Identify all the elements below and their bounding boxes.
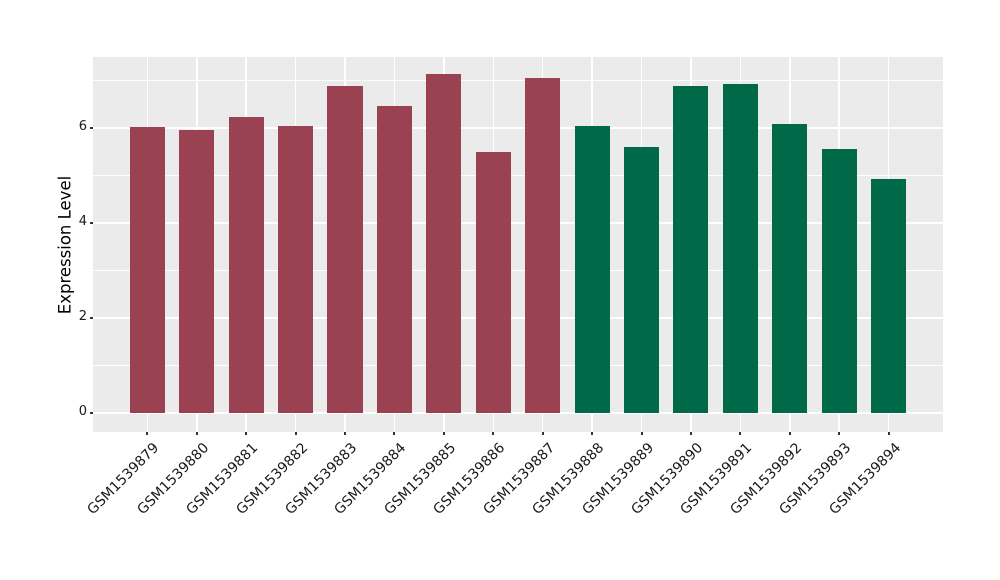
x-tick-mark [245,432,248,435]
y-tick-label: 6 [78,119,87,135]
x-tick-label: GSM1539886 [430,440,509,518]
x-tick-label: GSM1539889 [578,440,657,518]
y-tick-label: 2 [78,309,87,325]
bar [376,106,412,413]
x-tick-label: GSM1539881 [183,440,262,518]
x-tick-mark [541,432,544,435]
bar [821,148,857,413]
x-tick-mark [492,432,495,435]
bar [673,86,709,413]
major-gridline [93,222,943,224]
major-gridline [93,412,943,414]
minor-gridline [93,80,943,82]
x-tick-mark [887,432,890,435]
bar [871,179,907,413]
bar [278,126,314,413]
x-tick-label: GSM1539884 [331,440,410,518]
bar [772,124,808,413]
bar [574,125,610,413]
y-tick-label: 0 [78,404,87,419]
minor-gridline [93,270,943,272]
x-tick-label: GSM1539894 [826,440,904,518]
x-tick-mark [788,432,791,435]
bar [179,129,215,413]
y-tick-mark [90,412,93,414]
y-axis-title: Expression Level [55,175,75,315]
x-tick-mark [294,432,297,435]
bar [475,152,511,413]
bar [525,78,561,413]
major-gridline [93,317,943,319]
major-gridline [93,127,943,129]
x-tick-label: GSM1539893 [776,440,855,518]
minor-gridline [93,365,943,367]
x-tick-label: GSM1539888 [529,440,608,518]
y-tick-label: 4 [78,214,87,230]
y-tick-mark [90,127,93,130]
bar [722,84,758,413]
x-tick-mark [640,432,643,435]
x-tick-mark [195,432,198,435]
bar [129,127,165,413]
x-tick-label: GSM1539891 [677,440,756,518]
x-tick-mark [393,432,396,435]
bar [228,116,264,413]
y-tick-mark [90,222,93,225]
x-tick-mark [838,432,841,435]
x-tick-mark [344,432,347,435]
bar [624,147,660,413]
bar [327,85,363,413]
x-tick-mark [442,432,445,435]
y-tick-mark [90,317,93,320]
minor-gridline [93,175,943,177]
x-tick-mark [146,432,149,435]
bar [426,74,462,413]
x-tick-label: GSM1539879 [84,440,163,518]
x-tick-mark [739,432,742,435]
x-tick-mark [689,432,692,435]
plot-panel [93,57,943,432]
x-tick-mark [591,432,594,435]
